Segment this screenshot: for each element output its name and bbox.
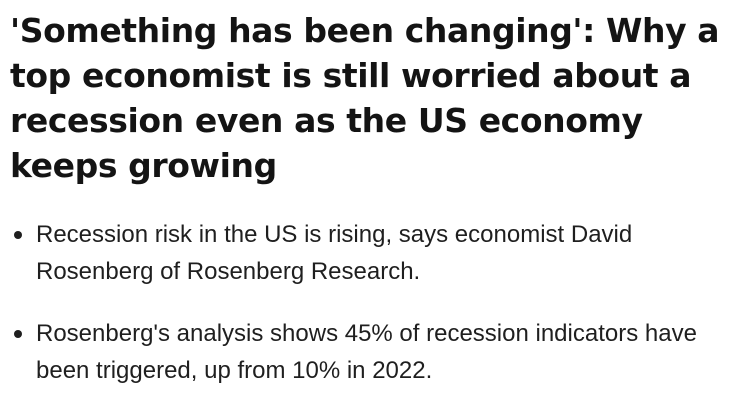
- headline: 'Something has been changing': Why a top…: [10, 11, 720, 185]
- bullet-item: Recession risk in the US is rising, says…: [10, 216, 725, 290]
- bullet-dot-icon: [14, 330, 22, 338]
- article: 'Something has been changing': Why a top…: [10, 8, 725, 414]
- bullet-text: Recession risk in the US is rising, says…: [36, 221, 633, 285]
- bullet-list: Recession risk in the US is rising, says…: [10, 216, 725, 389]
- bullet-item: Rosenberg's analysis shows 45% of recess…: [10, 315, 725, 389]
- bullet-text: Rosenberg's analysis shows 45% of recess…: [36, 320, 697, 384]
- bullet-dot-icon: [14, 231, 22, 239]
